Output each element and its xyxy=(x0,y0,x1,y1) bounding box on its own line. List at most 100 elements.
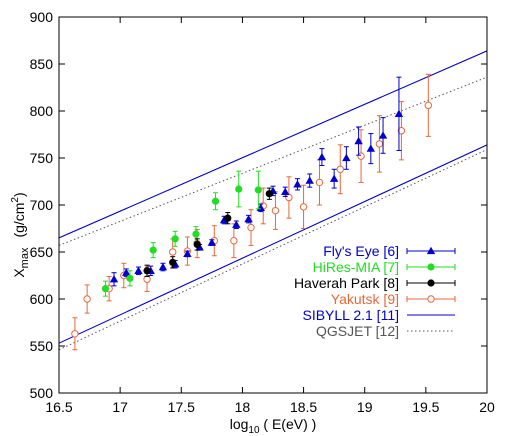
legend-label: Haverah Park [8] xyxy=(294,275,399,291)
y-axis-label-sup: 2 xyxy=(10,197,21,203)
legend-marker xyxy=(427,295,435,303)
legend-item-sibyll: SIBYLL 2.1 [11] xyxy=(302,307,455,323)
y-axis: 500 550 600 650 700 750 800 850 900 xyxy=(30,9,487,401)
hires-point xyxy=(235,185,243,193)
flys_eye-point xyxy=(244,214,253,223)
sibyll-line xyxy=(59,144,487,344)
x-tick-label: 18 xyxy=(235,399,251,415)
flys_eye-point xyxy=(305,176,314,184)
x-axis-label-rest: ( E(eV) ) xyxy=(260,416,317,432)
legend-label: Fly's Eye [6] xyxy=(323,243,399,259)
x-tick-label: 20 xyxy=(479,399,495,415)
legend: Fly's Eye [6]HiRes-MIA [7]Haverah Park [… xyxy=(294,243,456,339)
x-tick-label: 19.5 xyxy=(412,399,439,415)
yakutsk-point xyxy=(71,330,79,338)
yakutsk-point xyxy=(169,248,177,256)
flys_eye-point xyxy=(207,238,217,246)
haverah-point xyxy=(193,240,201,249)
flys_eye-point xyxy=(342,153,351,162)
model-lines xyxy=(59,50,487,351)
haverah-point xyxy=(143,267,151,275)
x-axis-label-sub: 10 xyxy=(248,425,260,436)
x-axis-label: log10 ( E(eV) ) xyxy=(230,416,317,436)
x-tick-label: 19 xyxy=(357,399,373,415)
y-axis-label-main: X xyxy=(11,268,27,278)
x-tick-label: 16.5 xyxy=(45,399,72,415)
qgsjet-line xyxy=(59,76,487,246)
hires-point xyxy=(254,186,262,194)
legend-item-flys_eye: Fly's Eye [6] xyxy=(323,243,456,259)
legend-label: Yakutsk [9] xyxy=(331,291,399,307)
yakutsk-point xyxy=(357,152,365,160)
flys_eye-point xyxy=(134,266,143,274)
hires-point xyxy=(211,197,220,205)
yakutsk-point xyxy=(375,140,384,148)
legend-item-qgsjet: QGSJET [12] xyxy=(316,323,455,339)
flys_eye-point xyxy=(394,109,404,117)
y-tick-label: 650 xyxy=(30,244,54,260)
flys_eye-point xyxy=(354,136,363,145)
y-tick-label: 800 xyxy=(30,103,54,119)
x-axis: 16.5 17 17.5 18 18.5 19 19.5 20 xyxy=(45,17,495,415)
legend-marker xyxy=(427,279,435,287)
flys_eye-point xyxy=(109,275,119,283)
legend-item-haverah: Haverah Park [8] xyxy=(294,275,456,291)
flys_eye-point xyxy=(122,268,131,276)
flys_eye-point xyxy=(317,152,327,161)
yakutsk-point xyxy=(271,206,280,215)
yakutsk-point xyxy=(336,165,344,173)
x-tick-label: 17.5 xyxy=(168,399,195,415)
hires-point xyxy=(149,246,157,254)
legend-label: SIBYLL 2.1 [11] xyxy=(302,307,399,323)
yakutsk-point xyxy=(424,101,433,110)
legend-item-yakutsk: Yakutsk [9] xyxy=(331,291,456,307)
legend-marker xyxy=(427,263,435,271)
qgsjet-line xyxy=(59,149,487,351)
x-tick-label: 17 xyxy=(112,399,128,415)
y-axis-label-close: ) xyxy=(11,192,27,197)
x-tick-label: 18.5 xyxy=(290,399,317,415)
hires-point xyxy=(101,285,110,293)
hires-point xyxy=(126,274,134,282)
legend-item-hires: HiRes-MIA [7] xyxy=(313,259,456,275)
y-axis-label-unit: (g/cm xyxy=(11,203,27,238)
y-tick-label: 500 xyxy=(30,385,54,401)
plot-frame xyxy=(58,16,488,394)
flys_eye-point xyxy=(183,249,192,258)
y-tick-label: 900 xyxy=(30,9,54,25)
yakutsk-point xyxy=(315,178,324,187)
sibyll-line xyxy=(59,50,487,239)
haverah-series xyxy=(143,187,273,277)
hires-series xyxy=(101,170,262,297)
yakutsk-point xyxy=(83,295,91,303)
yakutsk-point xyxy=(230,237,238,245)
data-points xyxy=(71,73,433,351)
legend-marker xyxy=(426,246,436,255)
flys_eye-point xyxy=(366,144,376,152)
flys_eye-point xyxy=(293,180,302,188)
flys_eye-point xyxy=(232,220,241,228)
flys_eye-point xyxy=(329,174,339,182)
legend-label: HiRes-MIA [7] xyxy=(313,259,399,275)
yakutsk-point xyxy=(285,193,293,202)
haverah-point xyxy=(224,214,232,222)
y-tick-label: 850 xyxy=(30,56,54,72)
flys_eye-point xyxy=(378,131,388,139)
y-axis-label-sub: max xyxy=(19,247,31,268)
y-tick-label: 550 xyxy=(30,338,54,354)
x-axis-label-base: log xyxy=(230,416,249,432)
flys_eye-point xyxy=(158,262,168,271)
y-axis-label: Xmax (g/cm2) xyxy=(10,192,31,277)
y-tick-label: 700 xyxy=(30,197,54,213)
haverah-point xyxy=(169,258,177,266)
flys_eye-point xyxy=(281,187,290,195)
y-tick-label: 600 xyxy=(30,291,54,307)
yakutsk-point xyxy=(397,127,406,135)
yakutsk-point xyxy=(299,203,308,211)
hires-point xyxy=(171,235,179,243)
haverah-point xyxy=(265,190,273,198)
legend-label: QGSJET [12] xyxy=(316,323,399,339)
yakutsk-point xyxy=(143,275,151,283)
hires-point xyxy=(192,230,200,238)
